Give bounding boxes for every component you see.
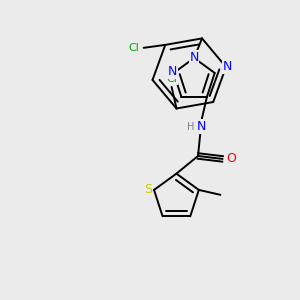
Text: Cl: Cl xyxy=(128,43,139,53)
Text: O: O xyxy=(226,152,236,165)
Text: N: N xyxy=(190,50,199,64)
Text: S: S xyxy=(144,183,152,196)
Text: N: N xyxy=(196,120,206,133)
Text: H: H xyxy=(188,122,195,131)
Text: Cl: Cl xyxy=(166,74,177,84)
Text: N: N xyxy=(168,65,177,79)
Text: N: N xyxy=(222,61,232,74)
